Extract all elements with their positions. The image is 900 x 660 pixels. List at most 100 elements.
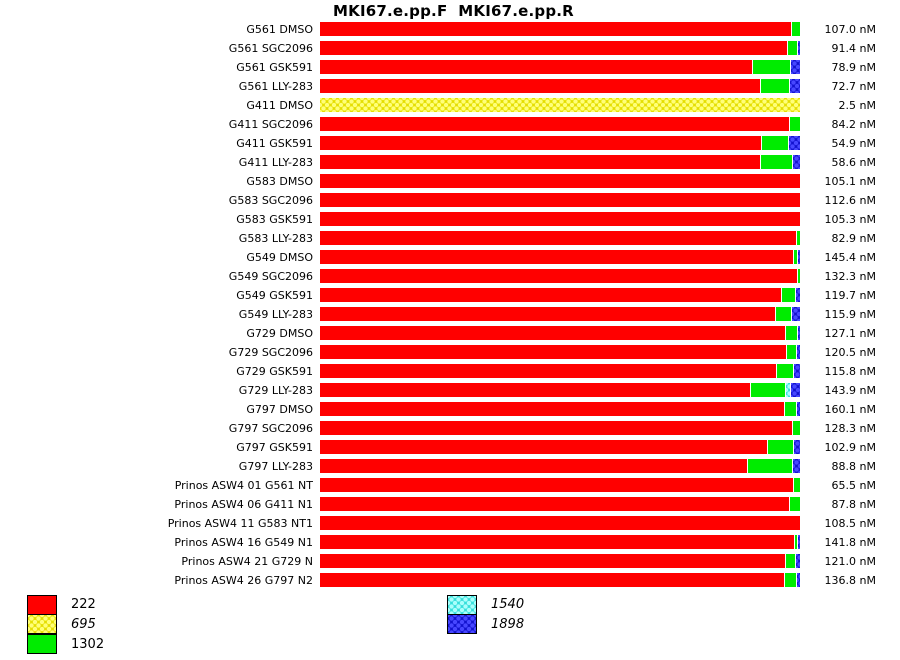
row-value: 119.7 nM — [824, 289, 876, 302]
row-value: 105.1 nM — [824, 175, 876, 188]
bar-segment-222 — [320, 402, 784, 416]
row-label: Prinos ASW4 26 G797 N2 — [174, 574, 313, 587]
stacked-bar — [320, 231, 800, 245]
stacked-bar — [320, 364, 800, 378]
row-label: G797 LLY-283 — [238, 460, 313, 473]
stacked-bar — [320, 440, 800, 454]
row-label: G411 DMSO — [246, 99, 313, 112]
chart-row: G561 GSK591 78.9 nM — [0, 59, 900, 78]
bar-segment-222 — [320, 79, 760, 93]
row-label: G561 GSK591 — [236, 61, 313, 74]
row-label: G561 DMSO — [246, 23, 313, 36]
bar-segment-1302 — [786, 345, 796, 359]
row-value: 58.6 nM — [831, 156, 876, 169]
row-label: G549 LLY-283 — [238, 308, 313, 321]
bar-segment-1898 — [797, 41, 800, 55]
legend-swatch-222 — [27, 595, 57, 615]
row-value: 108.5 nM — [824, 517, 876, 530]
stacked-bar — [320, 421, 800, 435]
stacked-bar — [320, 516, 800, 530]
row-label: G411 LLY-283 — [238, 156, 313, 169]
bar-segment-1898 — [791, 307, 800, 321]
chart-row: G729 DMSO 127.1 nM — [0, 325, 900, 344]
stacked-bar — [320, 155, 800, 169]
bar-segment-1302 — [794, 535, 797, 549]
stacked-bar — [320, 269, 800, 283]
row-value: 105.3 nM — [824, 213, 876, 226]
bar-segment-222 — [320, 383, 750, 397]
bar-segment-222 — [320, 174, 800, 188]
bar-segment-1302 — [760, 79, 789, 93]
legend-swatch-1540 — [447, 595, 477, 615]
chart-row: G729 SGC2096 120.5 nM — [0, 344, 900, 363]
legend-swatch-695 — [27, 614, 57, 634]
bar-segment-1302 — [776, 364, 793, 378]
chart-row: G583 LLY-283 82.9 nM — [0, 230, 900, 249]
bar-segment-222 — [320, 117, 789, 131]
chart-row: G561 LLY-283 72.7 nM — [0, 78, 900, 97]
bar-segment-222 — [320, 307, 775, 321]
bar-segment-222 — [320, 22, 791, 36]
row-value: 82.9 nM — [831, 232, 876, 245]
stacked-bar — [320, 383, 800, 397]
chart-row: G549 SGC2096 132.3 nM — [0, 268, 900, 287]
chart-row: G729 GSK591 115.8 nM — [0, 363, 900, 382]
bar-segment-1540 — [785, 383, 790, 397]
bar-segment-1898 — [793, 364, 800, 378]
chart-row: G549 GSK591 119.7 nM — [0, 287, 900, 306]
bar-segment-1302 — [793, 250, 797, 264]
stacked-bar — [320, 250, 800, 264]
bar-segment-222 — [320, 440, 767, 454]
row-label: G549 DMSO — [246, 251, 313, 264]
row-value: 145.4 nM — [824, 251, 876, 264]
bar-segment-1898 — [797, 535, 800, 549]
row-value: 121.0 nM — [824, 555, 876, 568]
chart-row: G797 GSK591 102.9 nM — [0, 439, 900, 458]
chart-row: G411 SGC2096 84.2 nM — [0, 116, 900, 135]
row-value: 84.2 nM — [831, 118, 876, 131]
bar-segment-1302 — [789, 117, 800, 131]
chart-row: Prinos ASW4 01 G561 NT 65.5 nM — [0, 477, 900, 496]
stacked-bar — [320, 212, 800, 226]
bar-segment-222 — [320, 326, 785, 340]
bar-segment-222 — [320, 60, 752, 74]
row-value: 141.8 nM — [824, 536, 876, 549]
stacked-bar — [320, 573, 800, 587]
stacked-bar — [320, 345, 800, 359]
stacked-bar — [320, 288, 800, 302]
row-label: Prinos ASW4 11 G583 NT1 — [167, 517, 313, 530]
bar-segment-222 — [320, 269, 797, 283]
legend-label: 1898 — [491, 617, 525, 632]
legend-label: 1540 — [491, 597, 525, 612]
bar-segment-1302 — [767, 440, 793, 454]
bar-segment-1898 — [797, 326, 800, 340]
row-value: 91.4 nM — [831, 42, 876, 55]
bar-segment-222 — [320, 136, 761, 150]
bar-segment-1898 — [793, 440, 800, 454]
bar-segment-222 — [320, 516, 800, 530]
legend-swatch-1302 — [27, 634, 57, 654]
bar-segment-1898 — [795, 554, 800, 568]
row-label: G549 GSK591 — [236, 289, 313, 302]
chart-row: G729 LLY-283 143.9 nM — [0, 382, 900, 401]
bar-segment-1302 — [775, 307, 791, 321]
row-label: Prinos ASW4 06 G411 N1 — [174, 498, 313, 511]
legend-label: 222 — [71, 597, 96, 612]
stacked-bar — [320, 117, 800, 131]
row-value: 136.8 nM — [824, 574, 876, 587]
row-label: G729 LLY-283 — [238, 384, 313, 397]
row-value: 115.9 nM — [824, 308, 876, 321]
bar-segment-222 — [320, 573, 784, 587]
chart-title: MKI67.e.pp.F MKI67.e.pp.R — [333, 2, 574, 20]
bar-segment-1302 — [784, 573, 796, 587]
row-label: G561 LLY-283 — [238, 80, 313, 93]
chart-row: G797 LLY-283 88.8 nM — [0, 458, 900, 477]
bar-segment-222 — [320, 459, 747, 473]
row-value: 107.0 nM — [824, 23, 876, 36]
stacked-bar — [320, 22, 800, 36]
bar-segment-222 — [320, 478, 793, 492]
bar-segment-1302 — [785, 554, 795, 568]
row-value: 65.5 nM — [831, 479, 876, 492]
chart-row: G797 DMSO 160.1 nM — [0, 401, 900, 420]
